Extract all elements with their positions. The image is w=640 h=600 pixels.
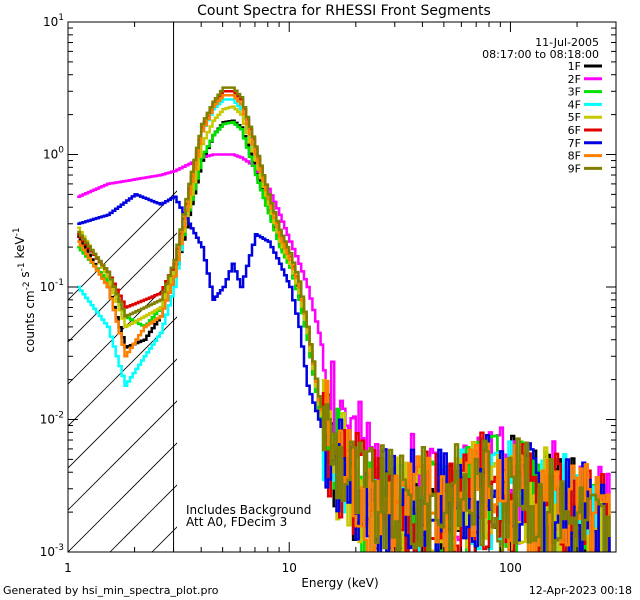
hatch-line (68, 232, 177, 343)
date-label: 11-Jul-2005 (535, 36, 599, 49)
legend-label-8F: 8F (568, 150, 581, 163)
series-line-7F (77, 193, 611, 552)
annotation-attenuator: Att A0, FDecim 3 (186, 515, 287, 529)
time-range-label: 08:17:00 to 08:18:00 (482, 48, 599, 61)
legend-label-6F: 6F (568, 124, 581, 137)
legend-label-5F: 5F (568, 111, 581, 124)
legend-label-3F: 3F (568, 86, 581, 99)
hatch-line (68, 358, 177, 469)
hatch-line (68, 400, 177, 511)
x-tick-label-100: 100 (499, 561, 522, 575)
x-axis-label: Energy (keV) (301, 576, 378, 590)
hatch-line (68, 442, 177, 552)
annotation-background: Includes Background (186, 503, 311, 517)
legend-label-7F: 7F (568, 137, 581, 150)
footer-generated-by: Generated by hsi_min_spectra_plot.pro (3, 584, 219, 597)
series-line-9F (77, 86, 611, 552)
legend-label-9F: 9F (568, 162, 581, 175)
x-tick-label-1: 1 (64, 561, 72, 575)
legend-label-1F: 1F (568, 60, 581, 73)
series-layer (77, 86, 611, 552)
axis-ticks (67, 21, 617, 553)
legend-label-2F: 2F (568, 73, 581, 86)
legend-label-4F: 4F (568, 98, 581, 111)
series-line-8F (77, 94, 611, 552)
footer-timestamp: 12-Apr-2023 00:18 (529, 584, 632, 597)
series-line-6F (77, 90, 611, 552)
x-tick-label-10: 10 (282, 561, 297, 575)
chart-title: Count Spectra for RHESSI Front Segments (197, 3, 491, 19)
